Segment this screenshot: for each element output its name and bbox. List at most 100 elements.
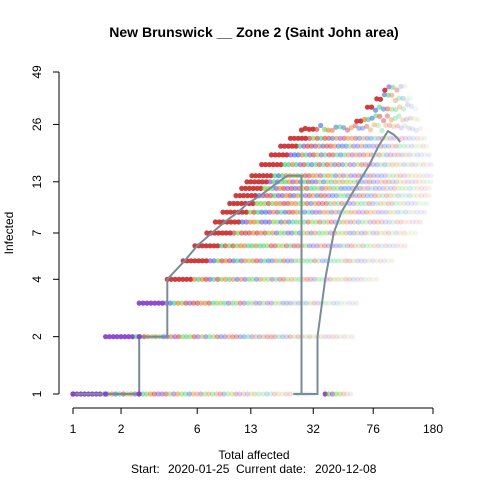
projection-point	[293, 162, 299, 168]
projection-point	[160, 300, 166, 306]
projection-point	[289, 162, 296, 168]
projection-point	[405, 179, 411, 185]
projection-point	[366, 200, 372, 207]
projection-point	[207, 258, 213, 264]
projection-point	[345, 334, 351, 340]
projection-point	[416, 200, 422, 207]
projection-point	[413, 219, 420, 225]
projection-point	[335, 143, 341, 149]
projection-point	[411, 116, 417, 122]
projection-point	[384, 185, 390, 191]
projection-point	[289, 230, 295, 236]
projection-point	[179, 300, 185, 306]
projection-point	[386, 173, 392, 179]
projection-point	[294, 179, 300, 185]
projection-point	[253, 173, 259, 179]
projection-point	[290, 219, 296, 225]
projection-point	[317, 209, 323, 215]
projection-point	[386, 179, 392, 185]
projection-point	[355, 143, 361, 149]
projection-point	[344, 391, 350, 397]
projection-point	[339, 276, 345, 282]
projection-point	[211, 243, 217, 249]
projection-point	[249, 300, 255, 306]
projection-point	[278, 209, 284, 215]
y-tick-label: 26	[30, 117, 44, 131]
projection-point	[372, 185, 379, 191]
projection-point	[268, 173, 274, 179]
projection-point	[309, 209, 315, 215]
projection-point	[416, 179, 423, 185]
x-tick-label: 6	[194, 422, 201, 436]
projection-point	[358, 276, 364, 282]
projection-point	[390, 173, 396, 179]
projection-point	[194, 391, 200, 397]
projection-point	[226, 243, 232, 249]
projection-point	[195, 334, 201, 340]
projection-point	[304, 276, 310, 282]
projection-point	[341, 125, 347, 131]
projection-point	[301, 179, 308, 185]
projection-point	[370, 162, 376, 168]
projection-point	[424, 143, 430, 149]
projection-point	[230, 243, 236, 249]
projection-point	[353, 152, 359, 158]
projection-point	[342, 300, 348, 306]
x-tick-label: 2	[118, 422, 125, 436]
projection-point	[287, 391, 293, 397]
projection-point	[374, 162, 380, 168]
projection-point	[219, 258, 225, 264]
projection-point	[359, 162, 365, 168]
projection-point	[364, 193, 370, 199]
projection-point	[243, 219, 249, 225]
projection-point	[207, 334, 213, 340]
projection-point	[257, 276, 263, 282]
projection-point	[364, 243, 370, 249]
projection-point	[191, 300, 197, 306]
projection-point	[403, 193, 409, 199]
projection-point	[260, 391, 266, 397]
projection-point	[320, 162, 326, 168]
projection-point	[337, 124, 343, 130]
projection-point	[241, 300, 247, 306]
projection-point	[301, 143, 307, 149]
projection-point	[328, 179, 334, 185]
projection-point	[362, 200, 368, 207]
projection-point	[337, 135, 343, 141]
projection-point	[266, 230, 272, 236]
projection-point	[314, 243, 320, 249]
projection-point	[341, 243, 347, 249]
projection-point	[183, 334, 190, 340]
projection-point	[281, 200, 287, 207]
projection-point	[242, 276, 248, 282]
y-tick-label: 4	[30, 276, 44, 283]
projection-point	[385, 258, 391, 264]
projection-point	[418, 135, 424, 141]
projection-point	[186, 391, 192, 397]
projection-point	[303, 135, 309, 141]
projection-point	[238, 258, 244, 264]
projection-point	[415, 117, 421, 123]
projection-point	[270, 219, 276, 225]
projection-point	[178, 391, 185, 397]
projection-point	[329, 391, 336, 397]
projection-point	[348, 125, 354, 131]
projection-point	[259, 179, 265, 185]
projection-point	[379, 209, 385, 215]
projection-point	[222, 300, 228, 306]
projection-point	[390, 243, 396, 249]
projection-point	[172, 276, 178, 282]
projection-point	[313, 179, 319, 185]
projection-point	[345, 243, 351, 249]
projection-point	[226, 276, 232, 282]
projection-point	[106, 334, 112, 340]
projection-point	[167, 300, 173, 306]
projection-point	[269, 200, 275, 207]
projection-point	[379, 243, 385, 249]
projection-point	[376, 135, 382, 141]
projection-point	[191, 276, 198, 282]
projection-point	[215, 230, 222, 236]
projection-point	[293, 230, 299, 236]
projection-point	[283, 391, 289, 397]
projection-point	[316, 276, 322, 282]
